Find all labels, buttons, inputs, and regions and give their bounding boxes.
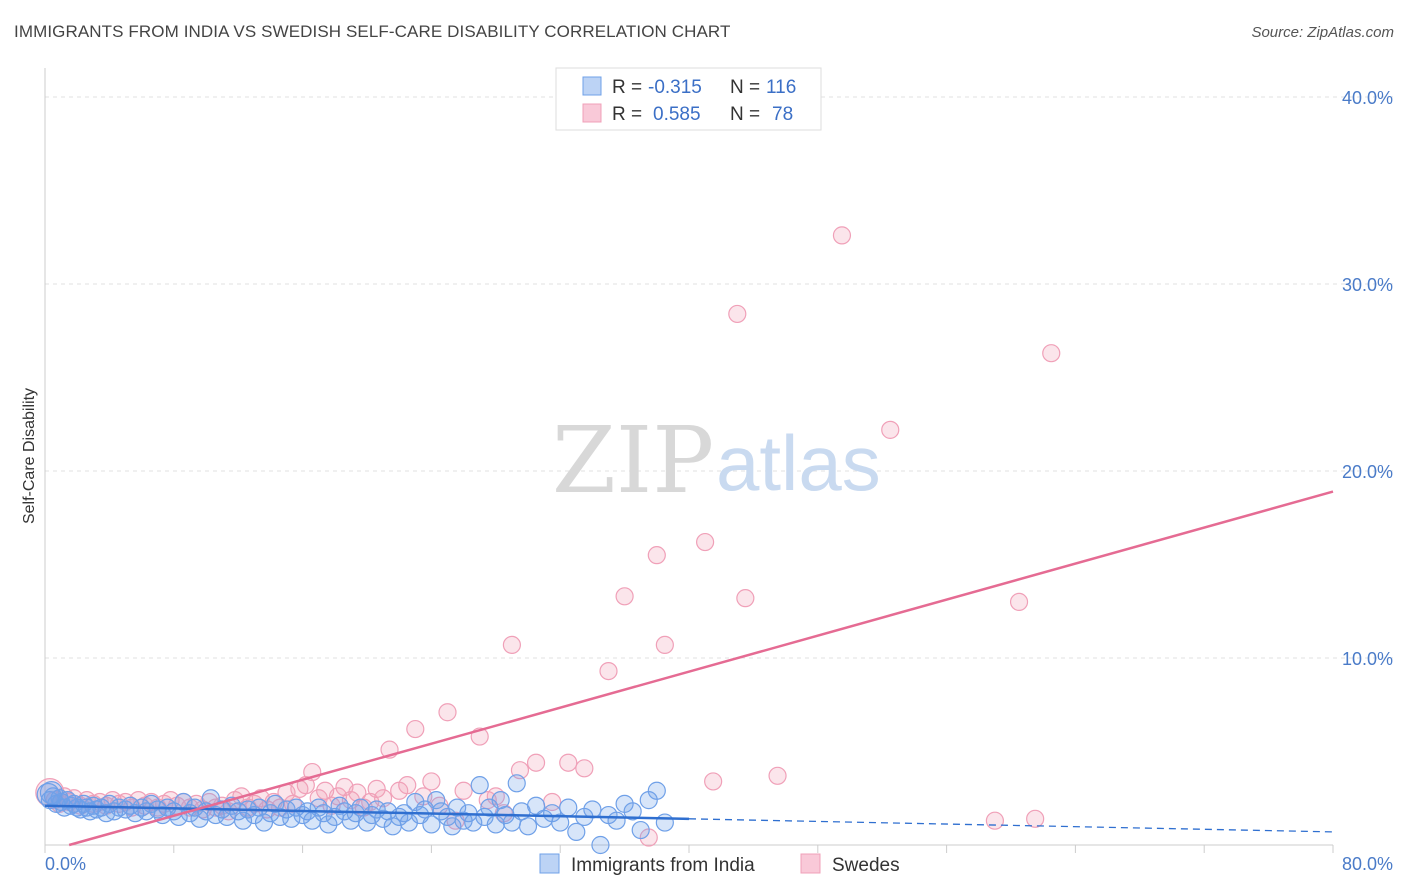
india-point (448, 798, 467, 817)
india-point (233, 811, 253, 830)
legend-swatch-india (582, 76, 602, 96)
legend-n-label-india: N = (730, 77, 760, 98)
swedes-point (832, 226, 852, 245)
india-point (551, 813, 570, 832)
swedes-points (35, 226, 1061, 847)
legend-r-value-swedes: 0.585 (653, 104, 701, 125)
india-point (631, 820, 650, 840)
india-point (443, 817, 462, 836)
swedes-point (559, 753, 578, 772)
india-point (427, 791, 446, 810)
india-point (507, 774, 526, 793)
watermark: ZIP atlas (552, 407, 881, 514)
swedes-point (881, 420, 900, 439)
bottom-legend-label-swedes: Swedes (832, 855, 900, 876)
india-point (607, 811, 626, 830)
india-point (655, 813, 674, 832)
stats-legend: R = -0.315 N = 116 R = 0.585 N = 78 (555, 67, 822, 131)
legend-n-value-swedes: 78 (772, 104, 793, 125)
swedes-point (398, 776, 417, 795)
source-credit: Source: ZipAtlas.com (1251, 24, 1394, 41)
legend-r-value-india: -0.315 (648, 77, 702, 98)
swedes-point (526, 753, 546, 772)
swedes-point (768, 766, 787, 785)
india-point (254, 813, 274, 832)
swedes-point (348, 783, 367, 802)
swedes-point (1009, 592, 1029, 612)
swedes-point (615, 587, 634, 606)
swedes-point (647, 546, 666, 565)
bottom-legend-swatch-india (539, 853, 560, 874)
india-point (567, 822, 586, 842)
india-point (201, 789, 220, 808)
swedes-point (406, 719, 425, 739)
bottom-legend-label-india: Immigrants from India (571, 855, 755, 876)
bottom-legend-swatch-swedes (800, 853, 821, 874)
x-tick-label-1: 80.0% (1342, 854, 1393, 874)
india-point (314, 804, 333, 823)
y-axis-label: Self-Care Disability (21, 388, 38, 524)
x-tick-label-0: 0.0% (45, 854, 86, 874)
swedes-point (438, 703, 457, 722)
y-tick-labels: 10.0% 20.0% 30.0% 40.0% (1342, 88, 1393, 669)
india-trend-line (44, 804, 690, 821)
y-tick-label-1: 20.0% (1342, 462, 1393, 482)
watermark-atlas: atlas (716, 419, 881, 507)
swedes-point (704, 772, 723, 791)
bottom-legend: Immigrants from India Swedes (539, 853, 900, 876)
legend-r-label-india: R = (612, 77, 642, 98)
y-tick-label-0: 10.0% (1342, 649, 1393, 669)
india-trend-extension (688, 818, 1334, 833)
swedes-point (655, 635, 674, 655)
swedes-point (454, 781, 473, 800)
india-point (591, 835, 610, 855)
india-point (583, 800, 602, 819)
axes (44, 68, 1334, 853)
india-point (319, 815, 338, 834)
swedes-point (1026, 809, 1045, 828)
y-tick-label-2: 30.0% (1342, 275, 1393, 295)
india-point (470, 776, 489, 795)
india-point (623, 802, 642, 821)
chart-title: IMMIGRANTS FROM INDIA VS SWEDISH SELF-CA… (14, 22, 731, 41)
legend-r-label-swedes: R = (612, 104, 642, 125)
legend-swatch-swedes (582, 103, 602, 123)
gridlines (45, 96, 1393, 659)
swedes-point (422, 772, 441, 791)
swedes-point (736, 589, 755, 608)
india-point (330, 796, 349, 815)
swedes-trend-line (68, 490, 1334, 847)
india-point (647, 781, 666, 800)
swedes-point (599, 661, 618, 681)
legend-n-value-india: 116 (766, 77, 796, 98)
swedes-point (575, 759, 594, 778)
india-point (518, 817, 538, 836)
india-point (526, 796, 546, 815)
swedes-point (695, 532, 715, 552)
india-point (422, 815, 441, 834)
swedes-point (502, 635, 521, 655)
legend-n-label-swedes: N = (730, 104, 760, 125)
india-points (36, 774, 674, 855)
swedes-point (1042, 344, 1061, 363)
swedes-point (367, 779, 386, 799)
x-tick-labels: 0.0% 80.0% (45, 854, 1393, 874)
watermark-zip: ZIP (552, 407, 714, 514)
y-tick-label-3: 40.0% (1342, 88, 1393, 108)
india-point (559, 798, 578, 817)
india-point (270, 807, 290, 827)
india-point (174, 792, 193, 812)
swedes-point (985, 811, 1005, 830)
india-point (39, 781, 64, 805)
swedes-point (728, 304, 747, 324)
trend-lines (44, 490, 1334, 847)
